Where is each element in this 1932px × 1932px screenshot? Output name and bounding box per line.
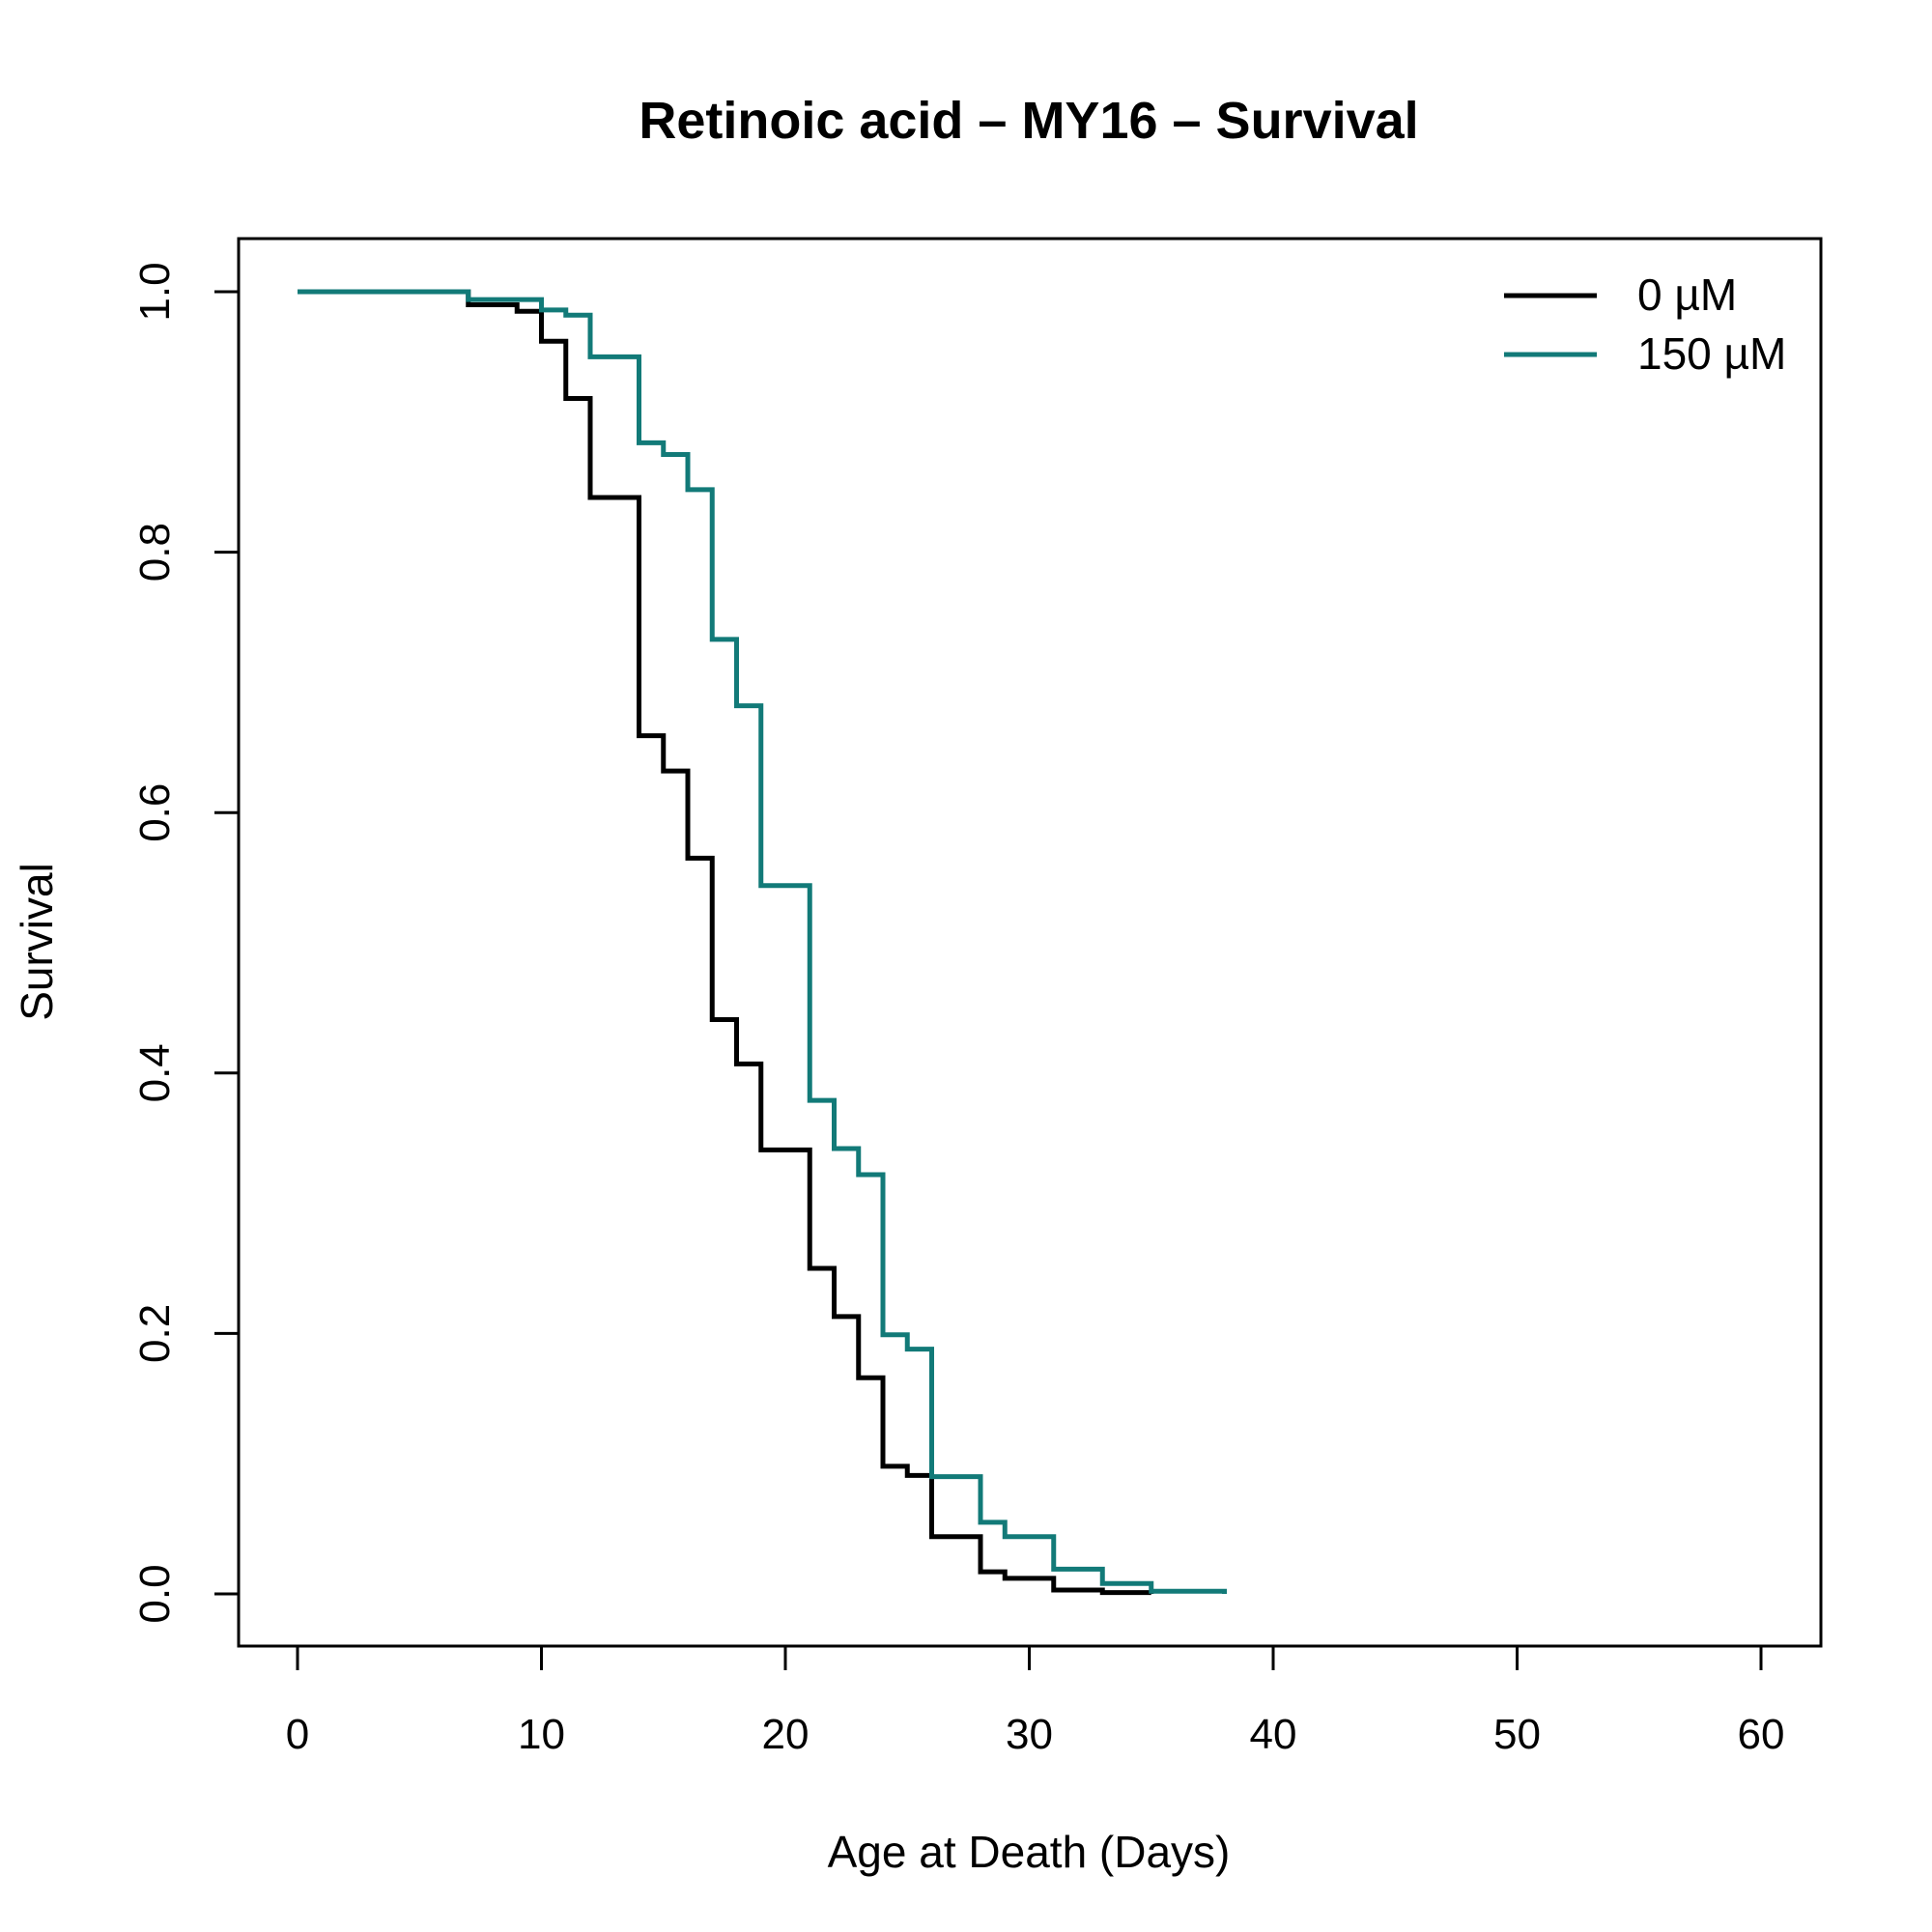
x-axis-label: Age at Death (Days) [828, 1827, 1231, 1877]
y-tick-label-0-8: 0.8 [131, 523, 179, 582]
x-axis: 0 10 20 30 40 50 60 [286, 1644, 1785, 1758]
x-tick-label-50: 50 [1493, 1711, 1541, 1758]
y-axis: 0.0 0.2 0.4 0.6 0.8 1.0 [131, 262, 241, 1624]
legend-label-0uM: 0 µM [1637, 270, 1737, 320]
y-tick-label-1: 1.0 [131, 262, 179, 321]
legend: 0 µM 150 µM [1504, 270, 1786, 379]
series-line-150m [298, 289, 1227, 1594]
x-tick-label-0: 0 [286, 1711, 309, 1758]
x-tick-label-60: 60 [1738, 1711, 1785, 1758]
y-tick-label-0-6: 0.6 [131, 783, 179, 842]
legend-label-150uM: 150 µM [1637, 328, 1786, 379]
y-tick-label-0: 0.0 [131, 1564, 179, 1623]
series-line-0m [298, 289, 1154, 1596]
y-axis-label: Survival [12, 863, 62, 1021]
y-tick-label-0-2: 0.2 [131, 1304, 179, 1363]
x-tick-label-20: 20 [762, 1711, 810, 1758]
series-layer [298, 289, 1227, 1596]
x-tick-label-40: 40 [1250, 1711, 1297, 1758]
x-tick-label-30: 30 [1006, 1711, 1053, 1758]
x-tick-label-10: 10 [518, 1711, 565, 1758]
chart-title: Retinoic acid – MY16 – Survival [639, 92, 1418, 150]
y-tick-label-0-4: 0.4 [131, 1043, 179, 1102]
